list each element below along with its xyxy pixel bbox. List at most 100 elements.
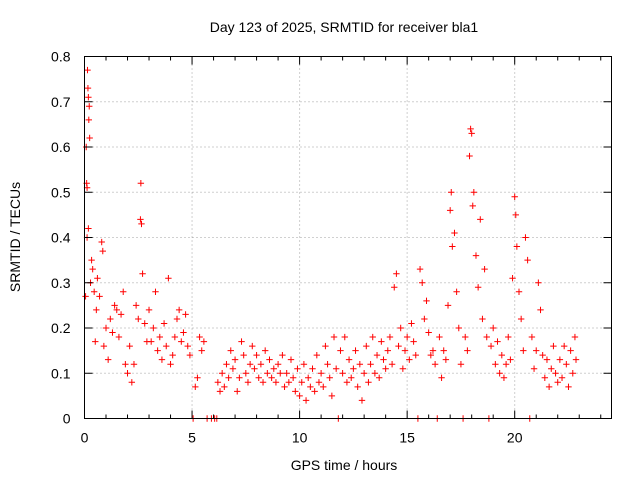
data-point bbox=[358, 397, 366, 404]
data-point bbox=[386, 333, 394, 341]
y-tick-label: 0.7 bbox=[51, 94, 71, 110]
data-point bbox=[352, 347, 359, 354]
data-point bbox=[425, 329, 432, 336]
data-point bbox=[214, 379, 222, 386]
data-point bbox=[464, 347, 471, 354]
data-point bbox=[274, 361, 282, 368]
data-point bbox=[550, 342, 557, 350]
data-point bbox=[330, 333, 338, 341]
data-point bbox=[234, 388, 241, 395]
data-point bbox=[371, 370, 379, 377]
data-point bbox=[535, 279, 542, 286]
data-point bbox=[373, 351, 381, 359]
y-tick-label: 0.6 bbox=[51, 139, 71, 155]
data-point bbox=[163, 342, 170, 350]
data-point bbox=[285, 379, 293, 386]
data-point bbox=[169, 351, 176, 359]
data-point bbox=[348, 374, 355, 381]
data-point bbox=[354, 383, 361, 391]
x-tick-label: 15 bbox=[399, 430, 415, 446]
data-point bbox=[320, 383, 327, 391]
data-point bbox=[279, 351, 286, 359]
data-point bbox=[236, 374, 243, 381]
data-point bbox=[462, 333, 469, 341]
data-point bbox=[363, 342, 370, 350]
data-point bbox=[522, 234, 529, 241]
data-point bbox=[115, 333, 123, 341]
data-point bbox=[305, 374, 312, 381]
data-point bbox=[160, 320, 168, 327]
y-tick-label: 0.8 bbox=[51, 49, 71, 65]
data-point bbox=[84, 84, 92, 92]
data-point bbox=[281, 383, 288, 391]
data-point bbox=[326, 374, 333, 381]
data-point bbox=[339, 370, 346, 377]
data-point bbox=[137, 180, 145, 187]
data-point bbox=[533, 347, 540, 354]
data-point bbox=[264, 370, 271, 377]
data-point bbox=[287, 356, 295, 363]
data-point bbox=[492, 361, 499, 368]
data-point bbox=[382, 365, 389, 372]
data-point bbox=[442, 356, 450, 363]
data-point bbox=[391, 284, 398, 291]
data-point bbox=[416, 265, 424, 273]
data-point bbox=[511, 193, 518, 200]
data-point bbox=[117, 311, 125, 318]
data-point bbox=[138, 220, 145, 228]
y-tick-label: 0.2 bbox=[51, 320, 71, 336]
data-point bbox=[512, 211, 519, 219]
data-point bbox=[137, 216, 144, 223]
data-point bbox=[165, 275, 172, 282]
data-point bbox=[111, 302, 118, 309]
data-point bbox=[249, 342, 256, 350]
data-point bbox=[300, 361, 308, 368]
data-point bbox=[509, 275, 516, 282]
data-point bbox=[448, 189, 455, 196]
data-point bbox=[378, 338, 385, 345]
data-point bbox=[507, 356, 514, 363]
data-point bbox=[403, 333, 411, 341]
data-point bbox=[375, 374, 383, 381]
data-point bbox=[393, 270, 400, 277]
data-point bbox=[451, 229, 458, 237]
data-point bbox=[89, 265, 96, 273]
data-point bbox=[423, 297, 430, 305]
data-point bbox=[94, 275, 101, 282]
data-point bbox=[539, 351, 546, 359]
data-point bbox=[198, 347, 205, 354]
data-point bbox=[436, 333, 443, 341]
data-point bbox=[380, 356, 387, 363]
data-point bbox=[571, 333, 579, 341]
data-point bbox=[92, 338, 99, 345]
data-point bbox=[86, 103, 93, 110]
data-point bbox=[469, 202, 476, 210]
data-point bbox=[332, 365, 340, 372]
data-point bbox=[88, 256, 95, 264]
data-point bbox=[565, 383, 572, 391]
data-point bbox=[156, 333, 163, 341]
data-point bbox=[449, 243, 456, 250]
data-point bbox=[100, 342, 108, 350]
y-axis-label: SRMTID / TECUs bbox=[7, 182, 23, 292]
data-point bbox=[541, 374, 549, 381]
data-point bbox=[90, 288, 98, 295]
data-point bbox=[270, 365, 277, 372]
data-point bbox=[315, 379, 323, 386]
data-point bbox=[277, 370, 284, 377]
data-point bbox=[147, 338, 155, 345]
data-point bbox=[558, 374, 566, 381]
data-point bbox=[563, 361, 570, 368]
data-point bbox=[569, 370, 576, 377]
data-point bbox=[154, 347, 161, 354]
data-point bbox=[360, 370, 368, 377]
data-point bbox=[167, 361, 174, 368]
data-point bbox=[429, 347, 437, 354]
data-point bbox=[251, 365, 258, 372]
data-point bbox=[530, 365, 538, 372]
x-tick-label: 0 bbox=[81, 430, 89, 446]
data-point bbox=[296, 392, 303, 400]
axis-ticks: 0 0.1 0.2 0.3 0.4 0.5 0.6 0.7 0.8 0 5 10 15 20 bbox=[51, 49, 612, 446]
data-point bbox=[84, 66, 91, 74]
